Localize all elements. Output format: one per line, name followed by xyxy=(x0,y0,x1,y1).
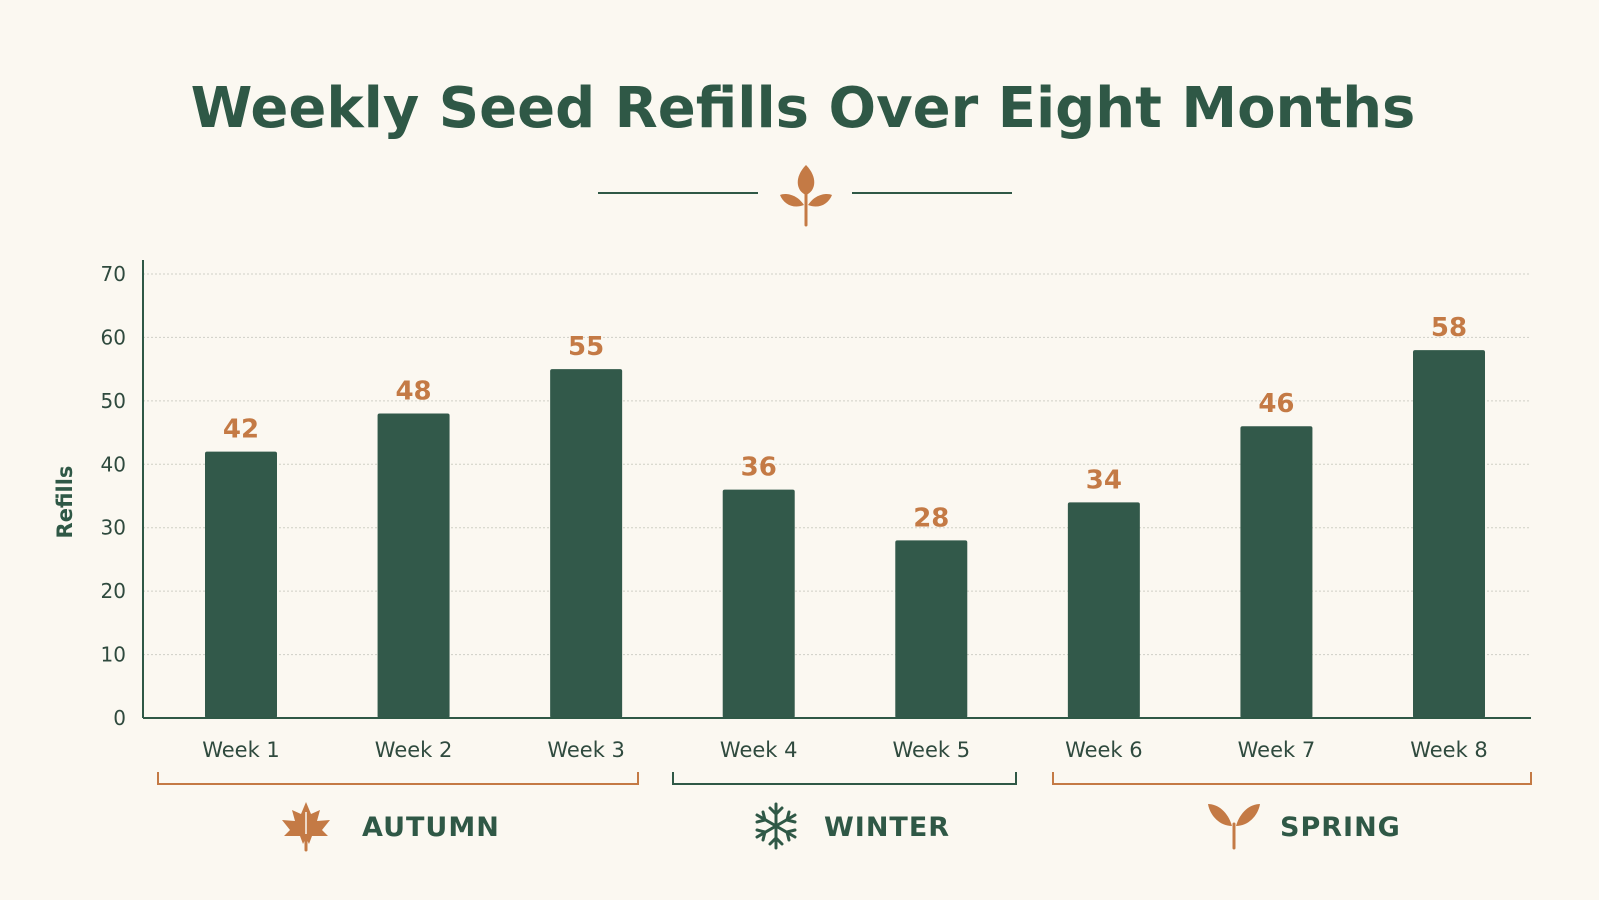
title-divider xyxy=(598,165,1012,227)
sprout-icon xyxy=(780,165,832,227)
bar xyxy=(895,540,968,718)
spring-bracket xyxy=(1052,772,1532,785)
bar-value-label: 46 xyxy=(1258,389,1294,419)
bar xyxy=(722,489,795,718)
bar-value-label: 36 xyxy=(741,453,777,483)
bar xyxy=(550,369,623,718)
y-tick-label: 10 xyxy=(101,643,126,667)
season-group-winter: WINTER xyxy=(672,772,1017,850)
season-group-spring: SPRING xyxy=(1052,772,1532,850)
sprout-icon xyxy=(1208,804,1260,850)
bar xyxy=(1067,502,1140,718)
y-tick-label: 40 xyxy=(101,452,126,476)
season-group-autumn: AUTUMN xyxy=(157,772,639,852)
x-category-label: Week 1 xyxy=(202,738,280,762)
snowflake-icon xyxy=(755,802,797,850)
y-axis-ticks: 0 10 20 30 40 50 60 70 xyxy=(101,262,126,730)
y-axis-label: Refills xyxy=(53,466,77,539)
season-label-autumn: AUTUMN xyxy=(362,812,500,843)
x-category-label: Week 8 xyxy=(1410,738,1488,762)
value-labels: 42 48 55 36 28 34 46 58 xyxy=(223,313,1467,533)
x-category-label: Week 5 xyxy=(892,738,970,762)
x-category-label: Week 2 xyxy=(375,738,453,762)
y-tick-label: 60 xyxy=(101,325,126,349)
bars xyxy=(205,350,1485,718)
y-tick-label: 50 xyxy=(101,389,126,413)
y-tick-label: 70 xyxy=(101,262,126,286)
maple-leaf-icon xyxy=(282,802,330,852)
winter-bracket xyxy=(672,772,1017,785)
y-tick-label: 20 xyxy=(101,579,126,603)
bar-value-label: 55 xyxy=(568,332,604,362)
gridlines xyxy=(143,273,1531,656)
bar-value-label: 48 xyxy=(395,377,431,407)
season-label-spring: SPRING xyxy=(1280,812,1401,843)
y-tick-label: 30 xyxy=(101,516,126,540)
bar-value-label: 42 xyxy=(223,415,259,445)
chart-title: Weekly Seed Refills Over Eight Months xyxy=(191,76,1416,141)
bar-value-label: 28 xyxy=(913,503,949,533)
bar-value-label: 58 xyxy=(1431,313,1467,343)
bar xyxy=(377,413,450,718)
y-tick-label: 0 xyxy=(113,706,126,730)
bar xyxy=(1240,426,1313,718)
x-category-label: Week 7 xyxy=(1238,738,1316,762)
x-category-label: Week 3 xyxy=(547,738,625,762)
x-axis-categories: Week 1 Week 2 Week 3 Week 4 Week 5 Week 6 Week… xyxy=(202,738,1488,762)
bar-value-label: 34 xyxy=(1086,465,1122,495)
bar xyxy=(1413,350,1485,718)
x-category-label: Week 4 xyxy=(720,738,798,762)
autumn-bracket xyxy=(157,772,639,785)
bar xyxy=(205,451,277,718)
x-category-label: Week 6 xyxy=(1065,738,1143,762)
season-label-winter: WINTER xyxy=(824,812,950,843)
